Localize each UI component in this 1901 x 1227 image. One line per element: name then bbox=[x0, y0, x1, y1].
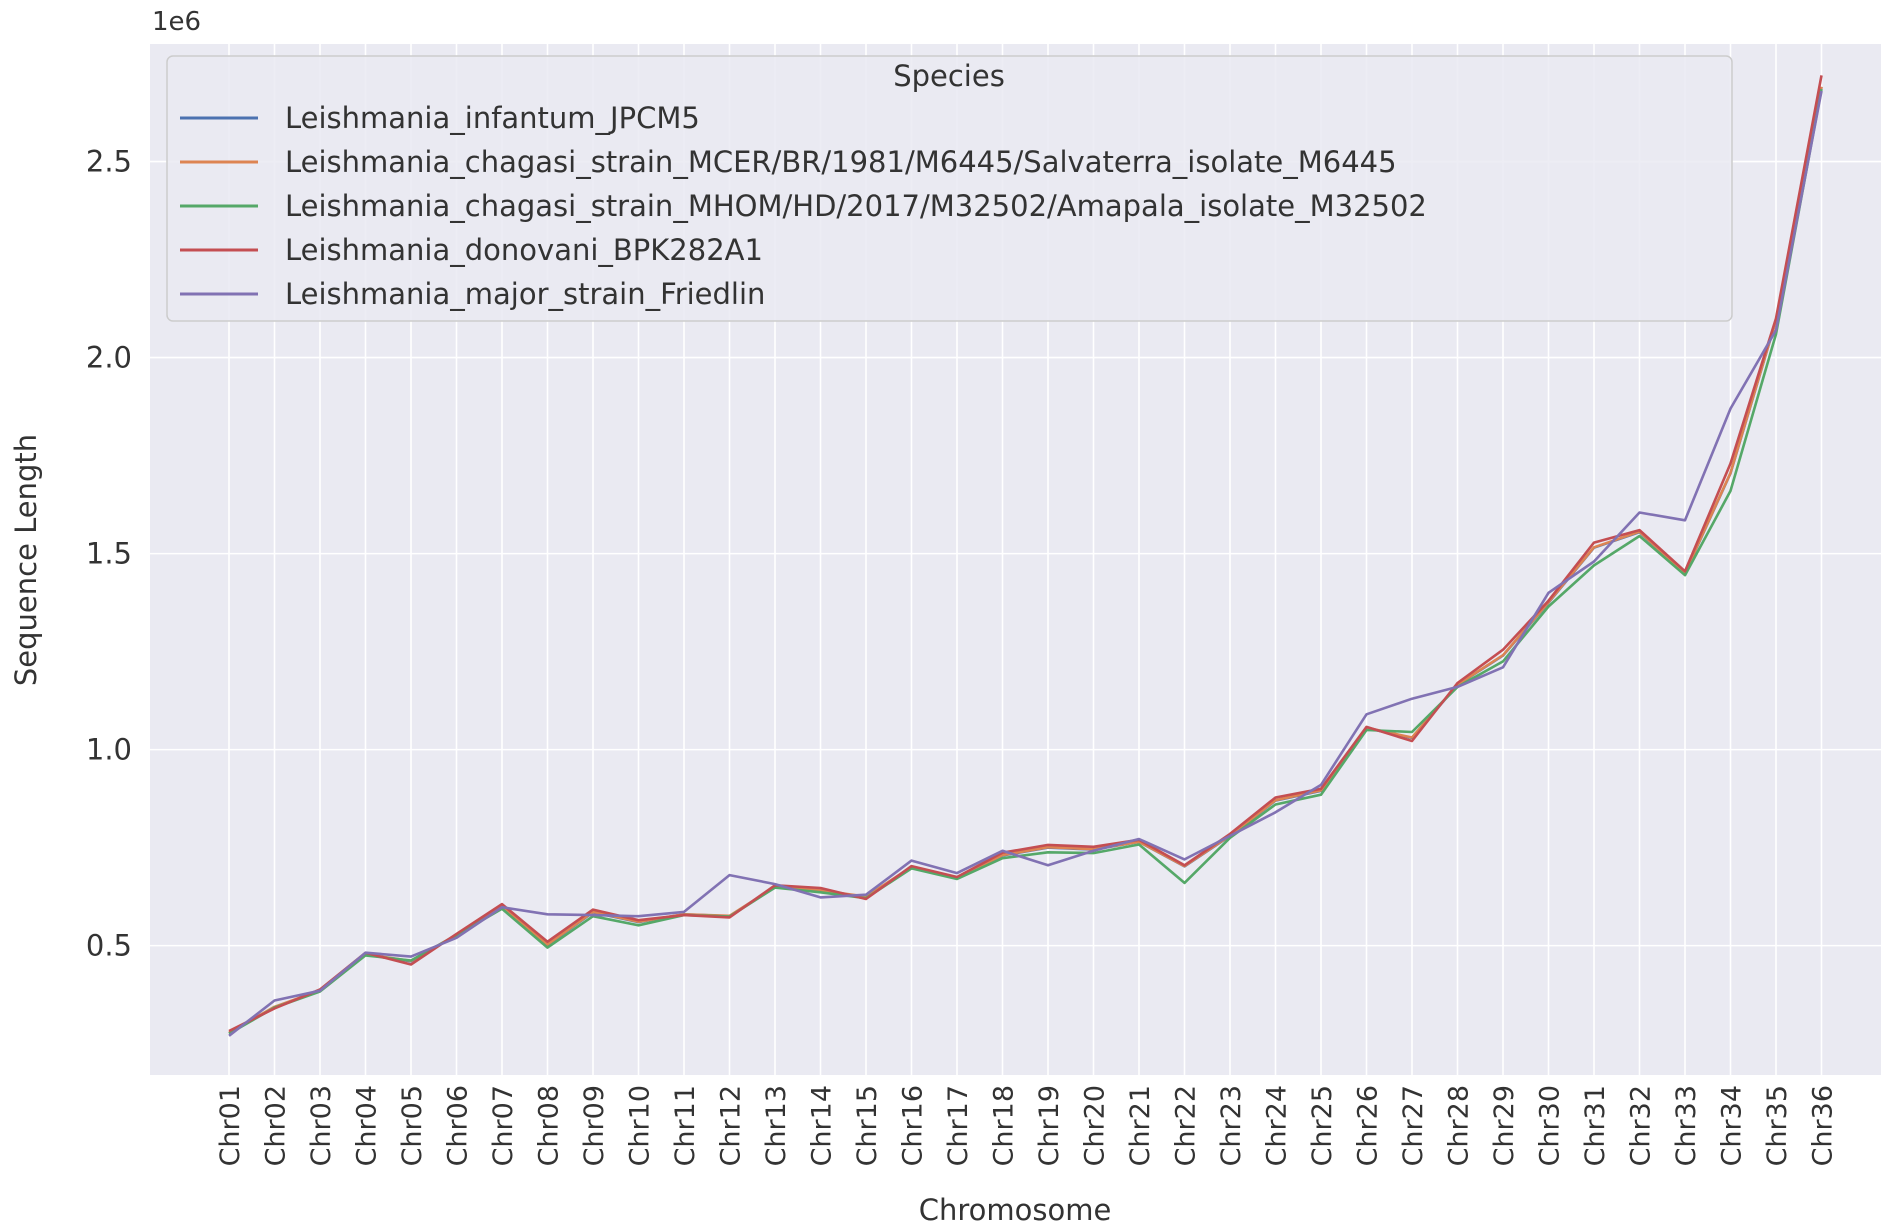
legend: Species Leishmania_infantum_JPCM5Leishma… bbox=[166, 55, 1733, 322]
x-tick-label: Chr05 bbox=[397, 1085, 428, 1166]
x-tick-label: Chr36 bbox=[1808, 1085, 1839, 1166]
x-tick-label: Chr28 bbox=[1444, 1085, 1475, 1166]
x-tick-label: Chr23 bbox=[1216, 1085, 1247, 1166]
y-tick-label: 1.0 bbox=[86, 733, 132, 767]
x-tick-label: Chr10 bbox=[625, 1085, 656, 1166]
legend-label: Leishmania_chagasi_strain_MHOM/HD/2017/M… bbox=[285, 189, 1427, 223]
y-tick-label: 0.5 bbox=[86, 929, 132, 963]
x-tick-label: Chr35 bbox=[1762, 1085, 1793, 1166]
legend-label: Leishmania_major_strain_Friedlin bbox=[285, 277, 765, 311]
x-tick-label: Chr14 bbox=[807, 1085, 838, 1166]
x-tick-label: Chr22 bbox=[1171, 1085, 1202, 1166]
x-tick-label: Chr21 bbox=[1125, 1085, 1156, 1166]
y-axis-ticks: 0.5 1.0 1.5 2.0 2.5 bbox=[86, 145, 132, 963]
x-tick-label: Chr31 bbox=[1580, 1085, 1611, 1166]
x-tick-label: Chr24 bbox=[1262, 1085, 1293, 1166]
x-tick-label: Chr29 bbox=[1489, 1085, 1520, 1166]
x-tick-label: Chr07 bbox=[488, 1085, 519, 1166]
x-tick-label: Chr15 bbox=[852, 1085, 883, 1166]
x-tick-label: Chr03 bbox=[306, 1085, 337, 1166]
x-tick-label: Chr04 bbox=[352, 1085, 383, 1166]
x-tick-label: Chr19 bbox=[1034, 1085, 1065, 1166]
x-tick-label: Chr17 bbox=[943, 1085, 974, 1166]
x-tick-label: Chr12 bbox=[716, 1085, 747, 1166]
x-tick-label: Chr34 bbox=[1717, 1085, 1748, 1166]
x-tick-label: Chr11 bbox=[670, 1085, 701, 1166]
y-axis-label: Sequence Length bbox=[9, 434, 43, 686]
x-tick-label: Chr06 bbox=[443, 1085, 474, 1166]
x-tick-label: Chr32 bbox=[1626, 1085, 1657, 1166]
y-tick-label: 2.0 bbox=[86, 341, 132, 375]
x-axis-ticks: Chr01 Chr02 Chr03 Chr04 Chr05 Chr06 Chr07 Chr08… bbox=[215, 1085, 1839, 1166]
y-axis-offset-label: 1e6 bbox=[152, 7, 201, 37]
x-tick-label: Chr20 bbox=[1080, 1085, 1111, 1166]
x-tick-label: Chr13 bbox=[761, 1085, 792, 1166]
x-tick-label: Chr26 bbox=[1353, 1085, 1384, 1166]
legend-label: Leishmania_infantum_JPCM5 bbox=[285, 101, 700, 135]
x-tick-label: Chr08 bbox=[534, 1085, 565, 1166]
x-tick-label: Chr02 bbox=[261, 1085, 292, 1166]
series-layer bbox=[228, 75, 1823, 1037]
series-line bbox=[228, 75, 1823, 1033]
y-tick-label: 1.5 bbox=[86, 537, 132, 571]
x-tick-label: Chr33 bbox=[1671, 1085, 1702, 1166]
legend-label: Leishmania_donovani_BPK282A1 bbox=[285, 233, 763, 267]
x-tick-label: Chr18 bbox=[989, 1085, 1020, 1166]
x-tick-label: Chr25 bbox=[1307, 1085, 1338, 1166]
series-line bbox=[228, 90, 1823, 1037]
legend-items: Leishmania_infantum_JPCM5 Leishmania_chag… bbox=[180, 101, 1427, 311]
x-tick-label: Chr01 bbox=[215, 1085, 246, 1166]
legend-label: Leishmania_chagasi_strain_MCER/BR/1981/M… bbox=[285, 145, 1397, 179]
x-tick-label: Chr27 bbox=[1398, 1085, 1429, 1166]
x-tick-label: Chr09 bbox=[579, 1085, 610, 1166]
x-tick-label: Chr30 bbox=[1535, 1085, 1566, 1166]
y-tick-label: 2.5 bbox=[86, 145, 132, 179]
x-axis-label: Chromosome bbox=[919, 1193, 1112, 1227]
legend-box bbox=[166, 55, 1733, 322]
legend-title: Species bbox=[893, 59, 1005, 93]
x-tick-label: Chr16 bbox=[898, 1085, 929, 1166]
